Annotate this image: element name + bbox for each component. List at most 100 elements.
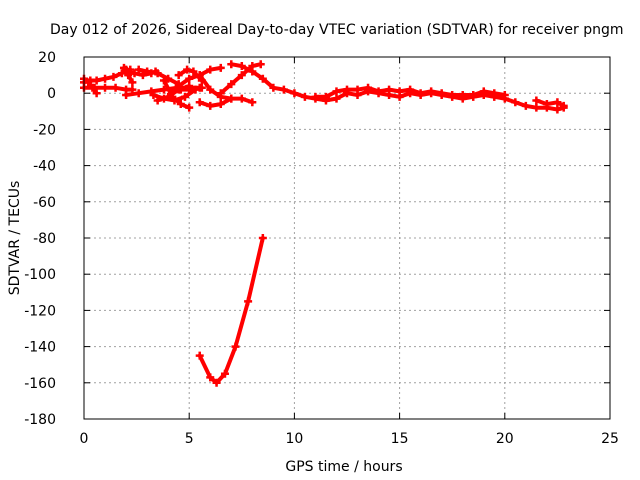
data-point: [153, 69, 162, 78]
data-point: [269, 83, 278, 92]
data-point: [227, 80, 236, 89]
data-point: [143, 67, 152, 76]
x-tick-label: 15: [391, 431, 409, 447]
data-point: [206, 373, 215, 382]
data-point: [231, 342, 240, 351]
data-point: [244, 297, 253, 306]
series-track-n: [197, 96, 234, 108]
data-point: [479, 87, 488, 96]
y-tick-label: 20: [38, 50, 56, 66]
data-point: [258, 234, 267, 242]
data-point: [92, 76, 101, 85]
y-tick-label: -160: [24, 376, 56, 392]
data-point: [117, 69, 126, 78]
y-tick-label: -120: [24, 303, 56, 319]
grid-layer: [84, 57, 610, 419]
y-tick-label: -140: [24, 340, 56, 356]
data-point: [216, 100, 225, 109]
data-point: [311, 92, 320, 101]
data-point: [490, 89, 499, 98]
data-point: [195, 98, 204, 107]
x-tick-label: 25: [601, 431, 619, 447]
series-layer: [80, 60, 568, 387]
data-point: [159, 76, 168, 85]
data-point: [84, 78, 93, 87]
y-tick-label: -20: [33, 122, 56, 138]
plot-frame: [83, 56, 611, 420]
data-point: [206, 101, 215, 110]
data-point: [290, 89, 299, 98]
data-point: [147, 87, 156, 96]
data-point: [248, 67, 257, 76]
data-point: [395, 87, 404, 96]
series-track-j: [162, 78, 192, 110]
data-point: [300, 92, 309, 101]
y-tick-label: -100: [24, 267, 56, 283]
data-point: [134, 65, 143, 74]
x-axis-label: GPS time / hours: [285, 459, 402, 475]
y-tick-label: -60: [33, 195, 56, 211]
data-point: [553, 105, 562, 114]
data-point: [183, 65, 192, 74]
y-tick-label: 0: [47, 86, 56, 102]
data-point: [153, 96, 162, 105]
x-tick-label: 0: [80, 431, 89, 447]
data-point: [227, 60, 236, 69]
data-point: [427, 87, 436, 96]
data-point: [128, 78, 137, 87]
data-point: [332, 87, 341, 96]
data-point: [101, 74, 110, 83]
data-point: [532, 103, 541, 112]
data-point: [189, 67, 198, 76]
data-point: [197, 83, 206, 92]
data-point: [385, 85, 394, 94]
data-point: [553, 98, 562, 107]
data-point: [134, 89, 143, 98]
series-track-s: [534, 98, 566, 108]
data-point: [469, 91, 478, 100]
data-point: [122, 91, 131, 100]
data-point: [92, 89, 101, 98]
data-point: [374, 87, 383, 96]
data-point: [164, 92, 173, 101]
data-point: [212, 378, 221, 387]
data-point: [164, 74, 173, 83]
data-point: [237, 62, 246, 71]
data-point: [180, 92, 189, 101]
y-tick-label: -40: [33, 159, 56, 175]
data-point: [448, 91, 457, 100]
chart-title: Day 012 of 2026, Sidereal Day-to-day VTE…: [50, 22, 624, 38]
data-point: [542, 100, 551, 109]
data-point: [185, 81, 194, 90]
data-point: [185, 74, 194, 83]
x-tick-label: 5: [185, 431, 194, 447]
data-point: [500, 91, 509, 100]
data-point: [206, 65, 215, 74]
data-point: [227, 94, 236, 103]
data-point: [353, 85, 362, 94]
y-axis-label: SDTVAR / TECUs: [7, 181, 23, 296]
data-point: [521, 101, 530, 110]
data-point: [406, 85, 415, 94]
data-point: [332, 94, 341, 103]
x-tick-label: 20: [496, 431, 514, 447]
data-point: [258, 74, 267, 83]
data-point: [90, 83, 99, 92]
data-point: [511, 98, 520, 107]
x-tick-label: 10: [285, 431, 303, 447]
data-point: [559, 101, 568, 110]
data-point: [248, 98, 257, 107]
data-point: [216, 89, 225, 98]
y-tick-label: -180: [24, 412, 56, 428]
data-point: [237, 94, 246, 103]
tick-label-layer: 0 5 10 15 20 25 20 0 -20 -40 -60 -80 -100 -120 -140 -16…: [24, 50, 619, 447]
data-point: [195, 71, 204, 80]
data-point: [122, 67, 131, 76]
data-point: [101, 83, 110, 92]
data-point: [216, 63, 225, 72]
data-point: [532, 96, 541, 105]
data-point: [109, 72, 118, 81]
data-point: [256, 60, 265, 69]
series-track-k: [155, 84, 192, 103]
